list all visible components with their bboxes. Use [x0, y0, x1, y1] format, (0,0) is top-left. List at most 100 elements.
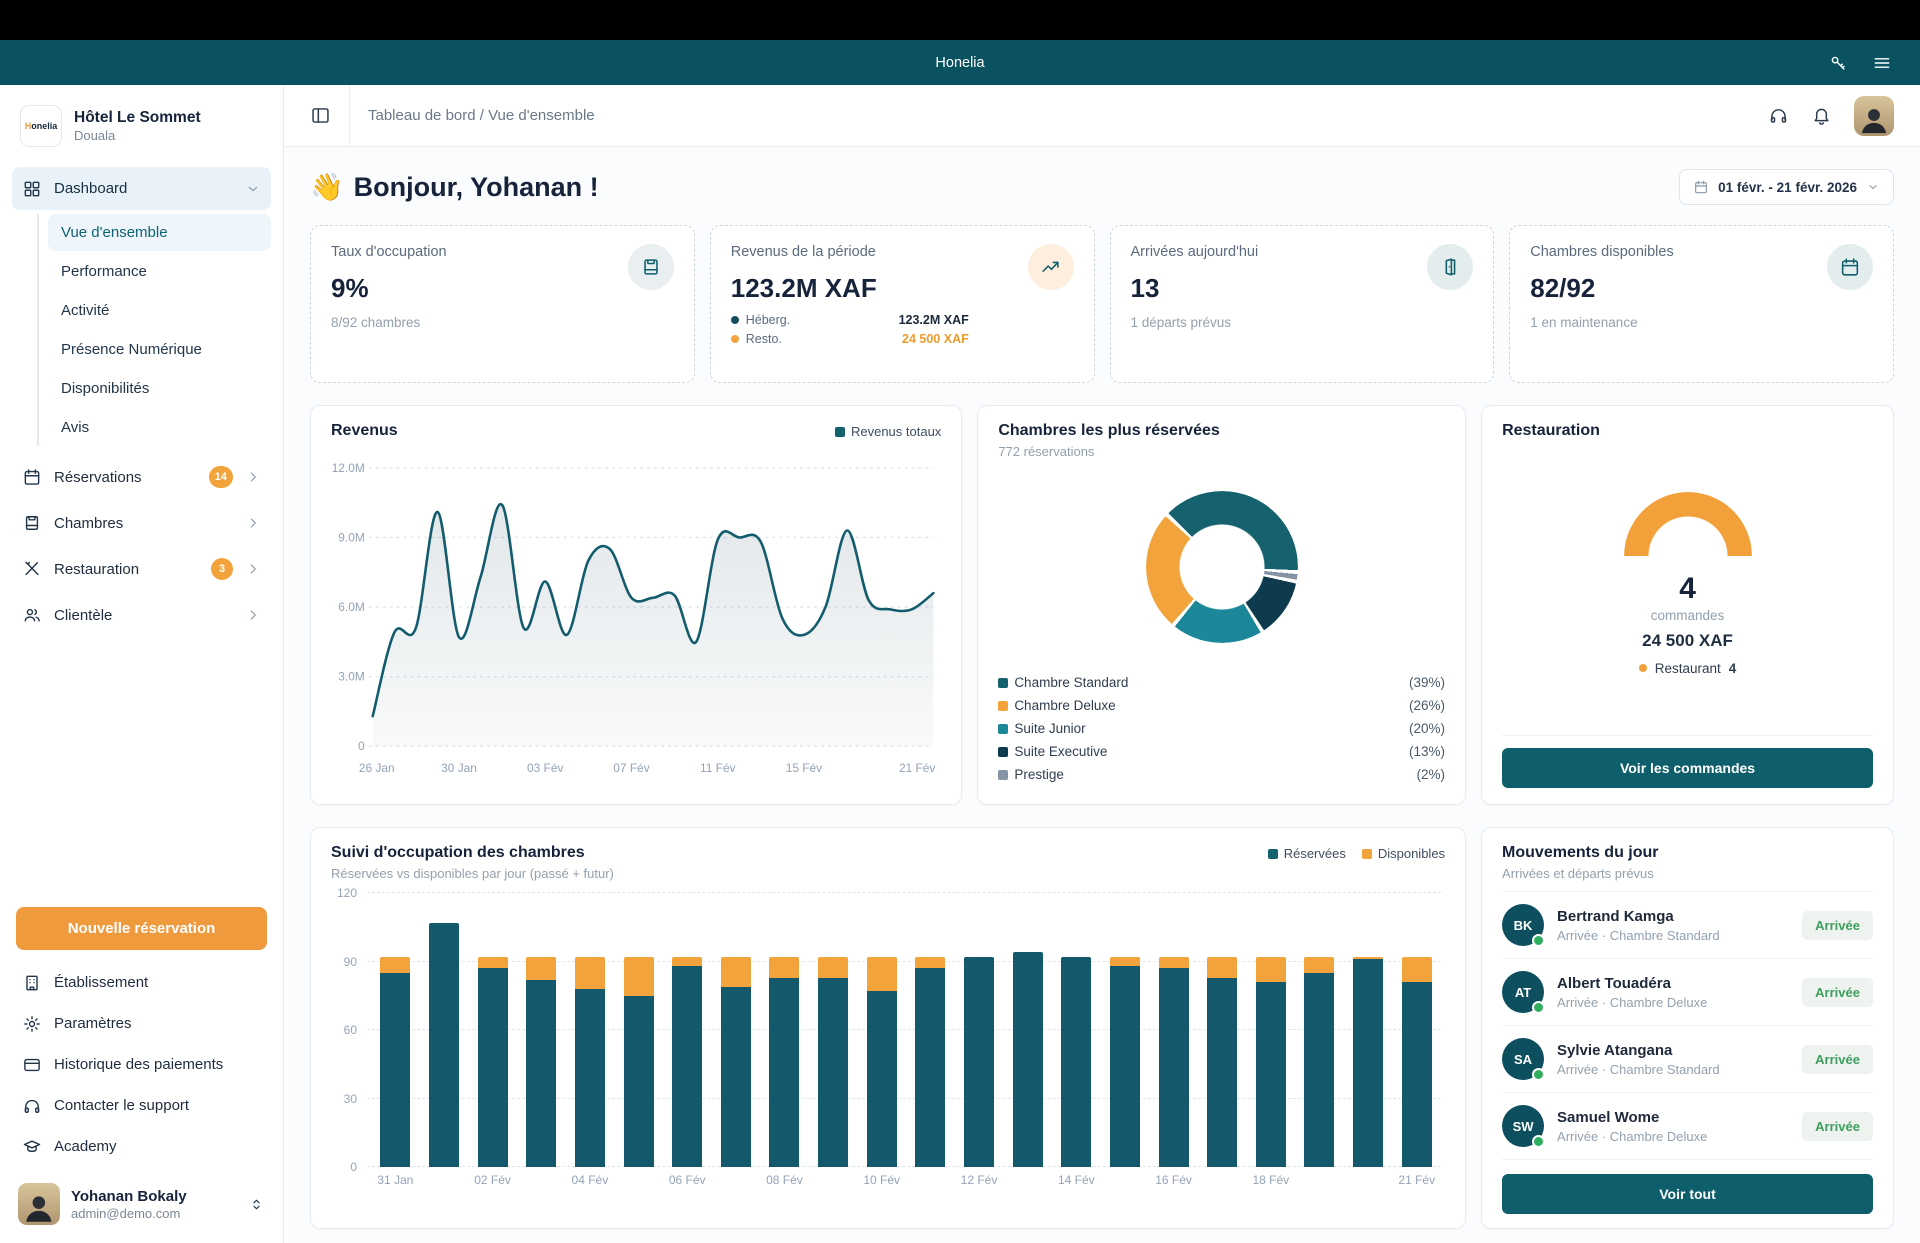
- sidebar-item-label: Clientèle: [54, 606, 113, 624]
- breadcrumb[interactable]: Tableau de bord / Vue d'ensemble: [368, 107, 595, 124]
- chevron-up-down-icon[interactable]: [248, 1196, 265, 1213]
- view-orders-button[interactable]: Voir les commandes: [1502, 748, 1873, 788]
- breakdown-label: Resto.: [745, 332, 782, 346]
- sidebar-item-clientele[interactable]: Clientèle: [12, 592, 271, 638]
- headphones-icon[interactable]: [1768, 105, 1789, 126]
- legend-item: Disponibles: [1361, 846, 1445, 861]
- guest-info: Sylvie Atangana Arrivée · Chambre Standar…: [1557, 1042, 1720, 1077]
- guest-info: Albert Touadéra Arrivée · Chambre Deluxe: [1557, 975, 1707, 1010]
- sidebar-subitem-avis[interactable]: Avis: [61, 419, 90, 436]
- arrival-status-badge: Arrivée: [1802, 1044, 1873, 1074]
- restaurant-legend-dot: [1638, 664, 1647, 672]
- bar-19-fev: [1304, 956, 1335, 1167]
- bar-slot: [663, 893, 712, 1167]
- sidebar-subitem-performance[interactable]: Performance: [61, 263, 147, 280]
- sidebar-subitem-presence-numerique[interactable]: Présence Numérique: [61, 341, 202, 358]
- guest-initials: BK: [1513, 917, 1533, 933]
- page-content: 👋 Bonjour, Yohanan ! 01 févr. - 21 févr.…: [284, 147, 1920, 1243]
- revenue-legend: Revenus totaux: [834, 422, 941, 439]
- legend-percent: (13%): [1409, 744, 1446, 759]
- available-segment: [1158, 957, 1189, 969]
- sidebar-subitem-activite[interactable]: Activité: [61, 302, 110, 319]
- guest-row-bertrand-kamga[interactable]: BK Bertrand Kamga Arrivée · Chambre Standa…: [1502, 891, 1873, 958]
- svg-text:0: 0: [358, 739, 365, 753]
- menu-icon[interactable]: [1872, 53, 1892, 73]
- donut-legend: Chambre Standard (39%) Chambre Deluxe (26%)…: [998, 675, 1445, 788]
- chevron-down-icon: [245, 181, 261, 197]
- legend-chip: [998, 677, 1009, 688]
- legend-percent: (2%): [1416, 767, 1446, 782]
- sidebar-item-academy[interactable]: Academy: [12, 1126, 271, 1167]
- bell-icon[interactable]: [1811, 105, 1832, 126]
- sidebar-item-contacter-le-support[interactable]: Contacter le support: [12, 1085, 271, 1126]
- bar-slot: [955, 893, 1004, 1167]
- available-segment: [866, 956, 897, 992]
- sidebar-subitem-vue-d-ensemble[interactable]: Vue d'ensemble: [48, 214, 271, 251]
- charts-row-2: Suivi d'occupation des chambres Réservée…: [310, 827, 1894, 1229]
- donut-legend-row: Chambre Standard (39%): [998, 675, 1445, 690]
- guest-row-samuel-wome[interactable]: SW Samuel Wome Arrivée · Chambre Deluxe Arr…: [1502, 1092, 1873, 1159]
- sidebar-item-historique-des-paiements[interactable]: Historique des paiements: [12, 1044, 271, 1085]
- cap-icon: [22, 1137, 42, 1157]
- arrival-status-badge: Arrivée: [1802, 910, 1873, 940]
- bar-slot: [1052, 893, 1101, 1167]
- guest-row-albert-touadera[interactable]: AT Albert Touadéra Arrivée · Chambre Delux…: [1502, 958, 1873, 1025]
- hotel-switcher[interactable]: Honelia Hôtel Le Sommet Douala: [0, 99, 283, 163]
- kpi-value: 13: [1130, 273, 1160, 303]
- sidebar-item-chambres[interactable]: Chambres: [12, 500, 271, 546]
- movements-subtitle: Arrivées et départs prévus: [1502, 866, 1654, 881]
- svg-text:11 Fév: 11 Fév: [700, 761, 736, 775]
- reserved-segment: [477, 968, 508, 1167]
- new-reservation-button[interactable]: Nouvelle réservation: [16, 907, 267, 950]
- x-axis-label: 10 Fév: [863, 1173, 901, 1187]
- reserved-segment: [1401, 982, 1432, 1167]
- date-range-picker[interactable]: 01 févr. - 21 févr. 2026: [1679, 169, 1894, 205]
- available-segment: [915, 957, 946, 969]
- svg-text:03 Fév: 03 Fév: [527, 761, 563, 775]
- gridline: [367, 1029, 1442, 1030]
- y-axis-label: 60: [343, 1023, 357, 1037]
- guest-avatar: AT: [1502, 971, 1546, 1014]
- gridline: [367, 892, 1442, 893]
- sidebar-subitem-disponibilites[interactable]: Disponibilités: [61, 380, 150, 397]
- key-icon[interactable]: [1828, 53, 1848, 73]
- sidebar-item-parametres[interactable]: Paramètres: [12, 1003, 271, 1044]
- sidebar-spacer: [0, 638, 283, 899]
- sidebar-item-reservations[interactable]: Réservations 14: [12, 454, 271, 500]
- bar-slot: [420, 893, 469, 1167]
- bar-slot: [906, 893, 955, 1167]
- guest-row-sylvie-atangana[interactable]: SA Sylvie Atangana Arrivée · Chambre Stand…: [1502, 1025, 1873, 1092]
- bar-21-fev: [1401, 957, 1432, 1167]
- kpi-card-arrivees-aujourd-hui: Arrivées aujourd'hui 13 1 départs prévus: [1109, 225, 1495, 383]
- gauge-zone: 4 commandes 24 500 XAF Restaurant 4: [1502, 440, 1873, 727]
- sidebar-item-label: Restauration: [54, 560, 140, 578]
- sidebar-item-etablissement[interactable]: Établissement: [12, 962, 271, 1003]
- y-axis-label: 0: [350, 1160, 357, 1174]
- hotel-logo-text: Honelia: [24, 121, 58, 131]
- reserved-segment: [526, 979, 557, 1167]
- hotel-name: Hôtel Le Sommet: [74, 109, 201, 126]
- svg-text:9.0M: 9.0M: [338, 530, 364, 544]
- available-segment: [380, 956, 411, 973]
- available-segment: [1109, 957, 1140, 967]
- legend-percent: (39%): [1409, 675, 1446, 690]
- charts-row-1: Revenus Revenus totaux 0 3.0M 6.0M 9.0M 12.0…: [310, 405, 1894, 805]
- reserved-segment: [1207, 977, 1238, 1167]
- reserved-segment: [380, 972, 411, 1167]
- user-profile[interactable]: Yohanan Bokaly admin@demo.com: [0, 1167, 283, 1229]
- bar-05-fev: [623, 956, 654, 1167]
- donut-chart: [1145, 491, 1298, 643]
- sidebar-toggle-icon[interactable]: [310, 105, 331, 126]
- sidebar-item-restauration[interactable]: Restauration 3: [12, 546, 271, 592]
- utensils-icon: [22, 559, 42, 579]
- bar-07-fev: [720, 956, 751, 1167]
- user-avatar[interactable]: [1854, 95, 1894, 136]
- bar-17-fev: [1207, 957, 1238, 1167]
- bar-08-fev: [769, 957, 800, 1167]
- svg-text:26 Jan: 26 Jan: [359, 761, 395, 775]
- bar-18-fev: [1255, 957, 1286, 1167]
- sidebar-item-dashboard[interactable]: Dashboard: [12, 167, 271, 210]
- view-all-button[interactable]: Voir tout: [1502, 1174, 1873, 1214]
- svg-text:3.0M: 3.0M: [338, 670, 364, 684]
- legend-chip: [998, 769, 1009, 780]
